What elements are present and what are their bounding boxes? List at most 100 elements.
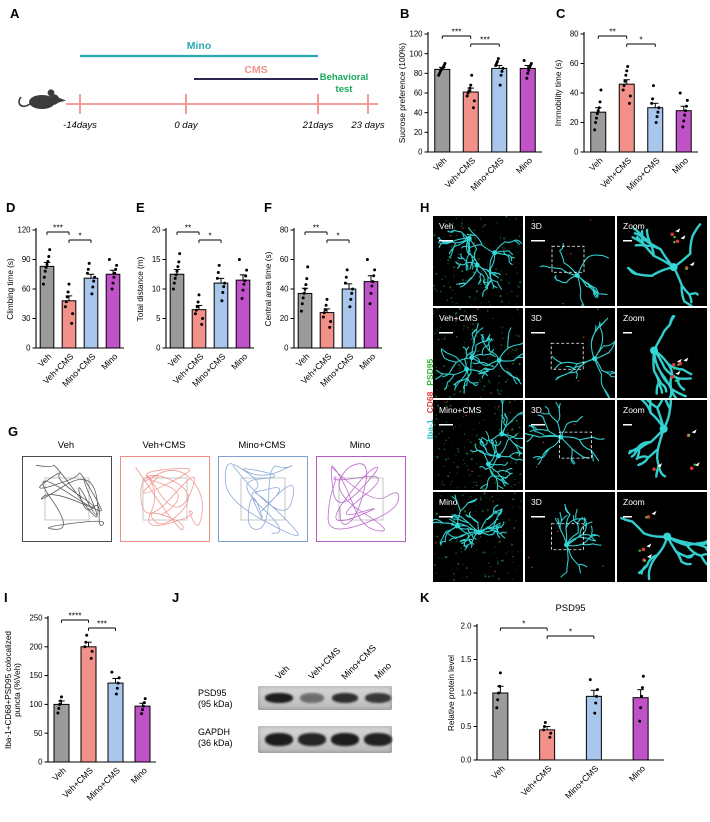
data-point [678, 91, 682, 95]
data-point [348, 305, 352, 309]
data-point [681, 125, 685, 129]
bar-Veh+CMS [462, 91, 479, 153]
micrograph-row-label: Veh [439, 221, 454, 231]
data-point [500, 69, 504, 73]
data-point [67, 282, 71, 286]
data-point [351, 287, 355, 291]
micrograph-minocms-3d: 3D [525, 400, 615, 490]
lane-label-veh: Veh [273, 663, 291, 681]
data-point [594, 116, 598, 120]
data-point [651, 97, 655, 101]
trace-label-minocms: Mino+CMS [238, 440, 286, 451]
data-point [142, 701, 146, 705]
data-point [306, 265, 310, 269]
data-point [525, 76, 529, 80]
data-point [527, 68, 531, 72]
psd95-protein-level-chart: 0.0 0.5 1.0 1.5 2.0 Veh Veh+CMS Mino+CMS Mino * * R… [447, 603, 664, 801]
data-point [626, 64, 630, 68]
data-point [115, 263, 119, 267]
data-point [549, 731, 553, 735]
svg-text:0: 0 [574, 148, 579, 157]
data-point [522, 59, 526, 63]
data-point [303, 287, 307, 291]
data-point [45, 262, 49, 266]
svg-text:Mino: Mino [627, 763, 647, 783]
data-point [588, 678, 592, 682]
data-point [241, 288, 245, 292]
data-point [684, 109, 688, 113]
timepoint-minus14: -14days [63, 120, 97, 131]
micrograph-vehcms-merged: Veh+CMS [433, 308, 523, 398]
timepoint-0: 0 day [174, 120, 198, 131]
blot-band [331, 693, 359, 703]
svg-text:Central area time (s): Central area time (s) [264, 251, 273, 326]
bar-Veh+CMS [191, 309, 207, 349]
scale-bar [623, 516, 632, 518]
micrograph-col-label: 3D [531, 313, 542, 323]
panel-f-label: F [264, 200, 272, 215]
svg-text:120: 120 [17, 226, 31, 235]
data-point [373, 268, 377, 272]
data-point [114, 267, 118, 271]
data-point [343, 281, 347, 285]
data-point [141, 708, 144, 712]
significance-label: *** [97, 619, 108, 629]
data-point [349, 297, 353, 301]
svg-text:Mino: Mino [129, 765, 149, 785]
panel-j-label: J [172, 590, 180, 605]
data-point [345, 268, 349, 272]
data-point [368, 302, 372, 306]
scale-bar [531, 516, 545, 518]
micrograph-col-label: Zoom [623, 221, 645, 231]
micrograph-mino-merged: Mino [433, 492, 523, 582]
data-point [71, 312, 75, 316]
panel-k-label: K [420, 590, 430, 605]
data-point [467, 89, 471, 93]
data-point [201, 317, 205, 320]
svg-text:Veh: Veh [294, 351, 312, 369]
svg-text:10: 10 [152, 285, 161, 294]
data-point [657, 106, 661, 110]
openfield-trace-minocms [218, 456, 308, 542]
data-point [173, 276, 177, 280]
micrograph-mino-3d: 3D [525, 492, 615, 582]
svg-text:Immobility time (s): Immobility time (s) [554, 60, 563, 127]
data-point [595, 112, 599, 116]
svg-text:20: 20 [570, 118, 579, 127]
data-point [216, 270, 220, 274]
data-point [46, 259, 50, 263]
svg-text:0: 0 [26, 344, 31, 353]
significance-label: * [639, 35, 643, 45]
scale-bar [623, 240, 632, 242]
micrograph-col-label: Zoom [623, 313, 645, 323]
data-point [141, 704, 145, 708]
micrograph-veh-merged: Veh [433, 216, 523, 306]
data-point [93, 275, 97, 279]
data-point [328, 325, 332, 329]
bar-Veh [297, 292, 313, 349]
scale-bar [623, 332, 632, 334]
svg-text:100: 100 [29, 700, 43, 709]
data-point [171, 287, 175, 291]
data-point [369, 291, 373, 295]
significance-label: **** [68, 611, 82, 621]
svg-text:200: 200 [29, 642, 43, 651]
scale-bar [439, 240, 453, 242]
data-point [305, 277, 309, 281]
svg-text:50: 50 [34, 729, 43, 738]
data-point [91, 285, 95, 289]
openfield-trace-vehcms [120, 456, 210, 542]
bar-Mino+CMS [341, 288, 357, 349]
data-point [685, 98, 689, 102]
svg-text:20: 20 [152, 226, 161, 235]
significance-label: ** [185, 223, 192, 233]
bar-Veh [492, 692, 509, 761]
svg-text:0.5: 0.5 [461, 722, 473, 731]
svg-text:0: 0 [156, 344, 161, 353]
data-point [223, 281, 227, 285]
data-point [175, 269, 179, 273]
svg-text:1.5: 1.5 [461, 655, 473, 664]
bar-Veh [53, 703, 70, 763]
